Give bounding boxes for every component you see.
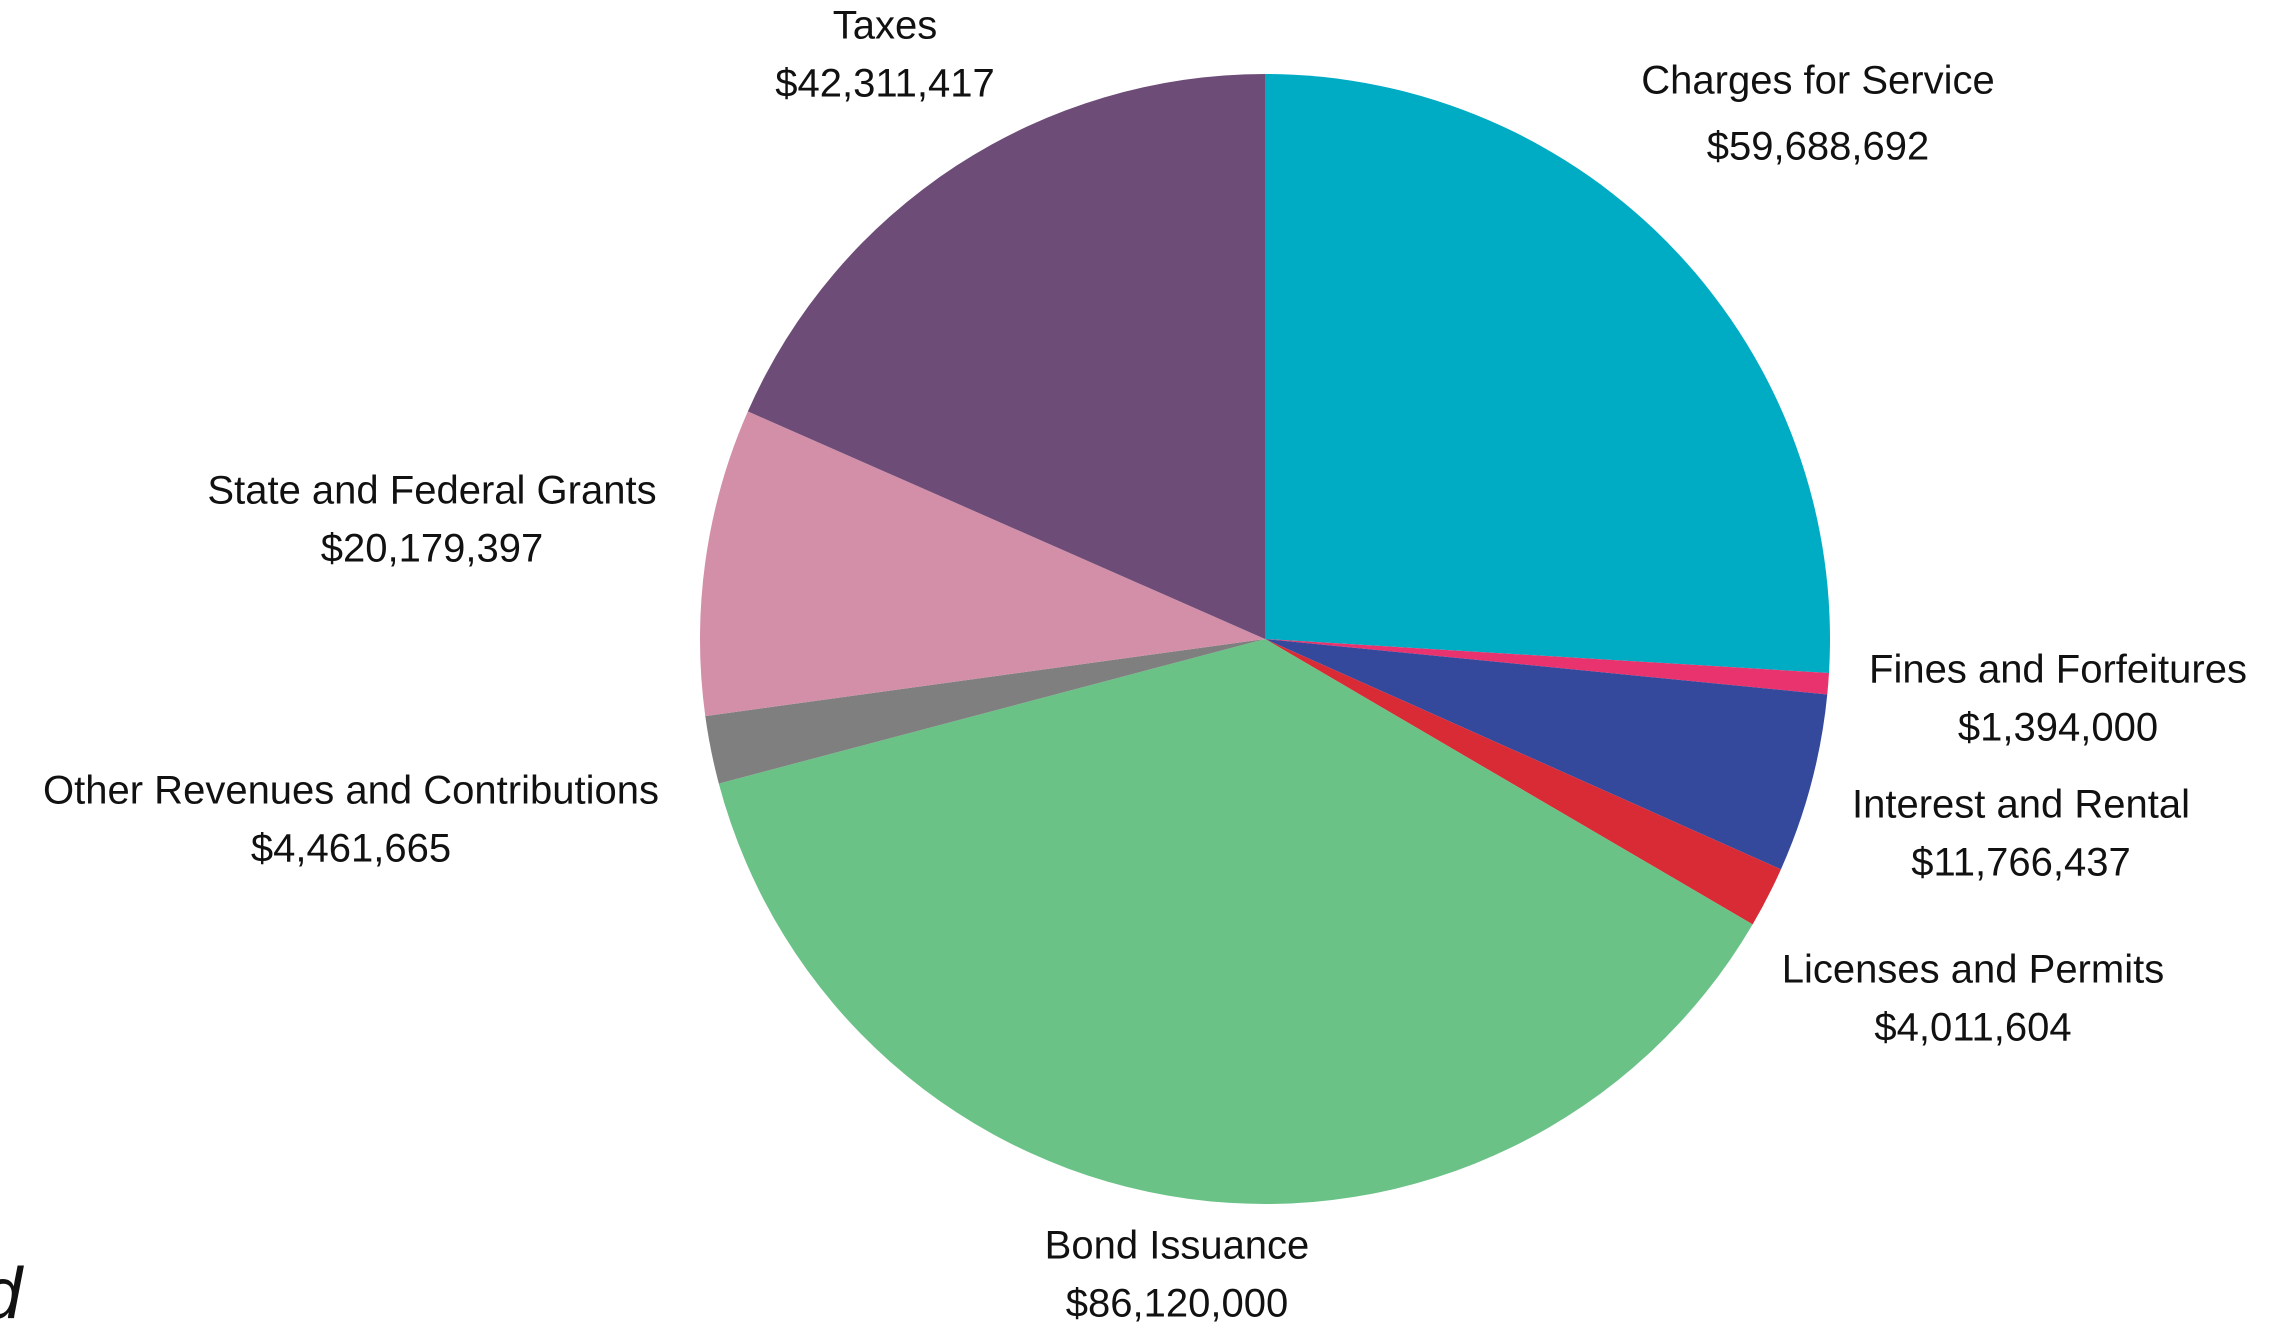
slice-label: State and Federal Grants — [207, 469, 656, 513]
slice-value-label: $42,311,417 — [775, 62, 994, 106]
slice-value-label: $86,120,000 — [1066, 1282, 1288, 1326]
pie-slice — [1265, 639, 1781, 925]
slice-label: Licenses and Permits — [1782, 948, 2164, 992]
slice-value-label: $11,766,437 — [1911, 841, 2130, 885]
slice-value-label: $1,394,000 — [1958, 706, 2158, 750]
slice-label: Interest and Rental — [1852, 783, 2190, 827]
chart-title: All Funds — [38, 0, 601, 21]
slice-label: Taxes — [833, 4, 938, 48]
pie-slice — [747, 74, 1265, 639]
slice-value-label: $59,688,692 — [1707, 125, 1929, 169]
slice-label: Other Revenues and Contributions — [43, 769, 659, 813]
pie-slice — [1265, 639, 1829, 695]
annotation: d — [0, 1254, 24, 1327]
pie-slice — [718, 639, 1753, 1205]
pie-slice — [1265, 639, 1828, 870]
pie-slice — [705, 639, 1265, 784]
slice-label: Bond Issuance — [1045, 1224, 1310, 1268]
slice-value-label: $4,461,665 — [251, 827, 451, 871]
pie-slice — [1265, 74, 1830, 674]
slice-label: Charges for Service — [1641, 59, 1994, 103]
slice-value-label: $20,179,397 — [321, 527, 543, 571]
slice-value-label: $4,011,604 — [1874, 1006, 2071, 1050]
slice-label: Fines and Forfeitures — [1869, 648, 2247, 692]
pie-slice — [699, 411, 1265, 717]
